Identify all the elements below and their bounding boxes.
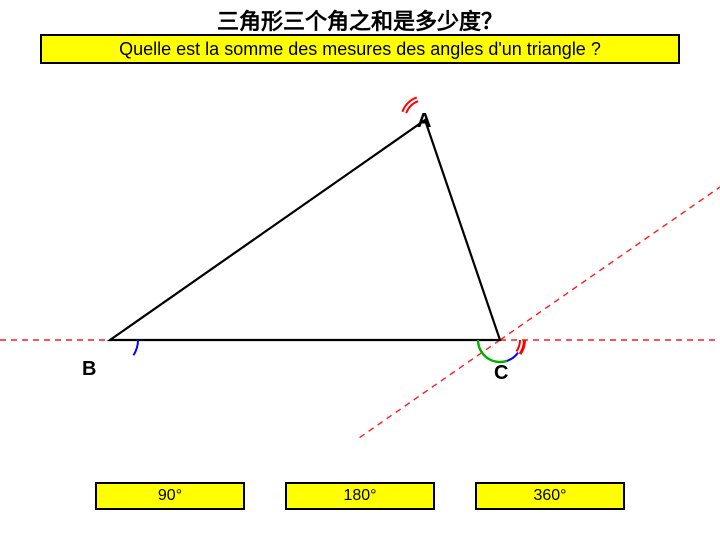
answer-label: 180°	[343, 487, 376, 505]
answer-button-90[interactable]: 90°	[95, 482, 245, 510]
title-chinese-text: 三角形三个角之和是多少度？	[217, 9, 503, 34]
vertex-label-c: C	[494, 362, 508, 385]
answer-label: 90°	[158, 487, 182, 505]
title-chinese: 三角形三个角之和是多少度？	[0, 4, 720, 36]
answer-label: 360°	[533, 487, 566, 505]
answers-row: 90° 180° 360°	[0, 482, 720, 510]
diagram-svg	[0, 80, 720, 440]
subtitle-text: Quelle est la somme des mesures des angl…	[119, 39, 601, 60]
triangle-diagram: A B C	[0, 80, 720, 440]
vertex-label-a: A	[417, 110, 431, 133]
answer-button-360[interactable]: 360°	[475, 482, 625, 510]
answer-button-180[interactable]: 180°	[285, 482, 435, 510]
vertex-label-b: B	[82, 358, 96, 381]
subtitle-box: Quelle est la somme des mesures des angl…	[40, 34, 680, 64]
